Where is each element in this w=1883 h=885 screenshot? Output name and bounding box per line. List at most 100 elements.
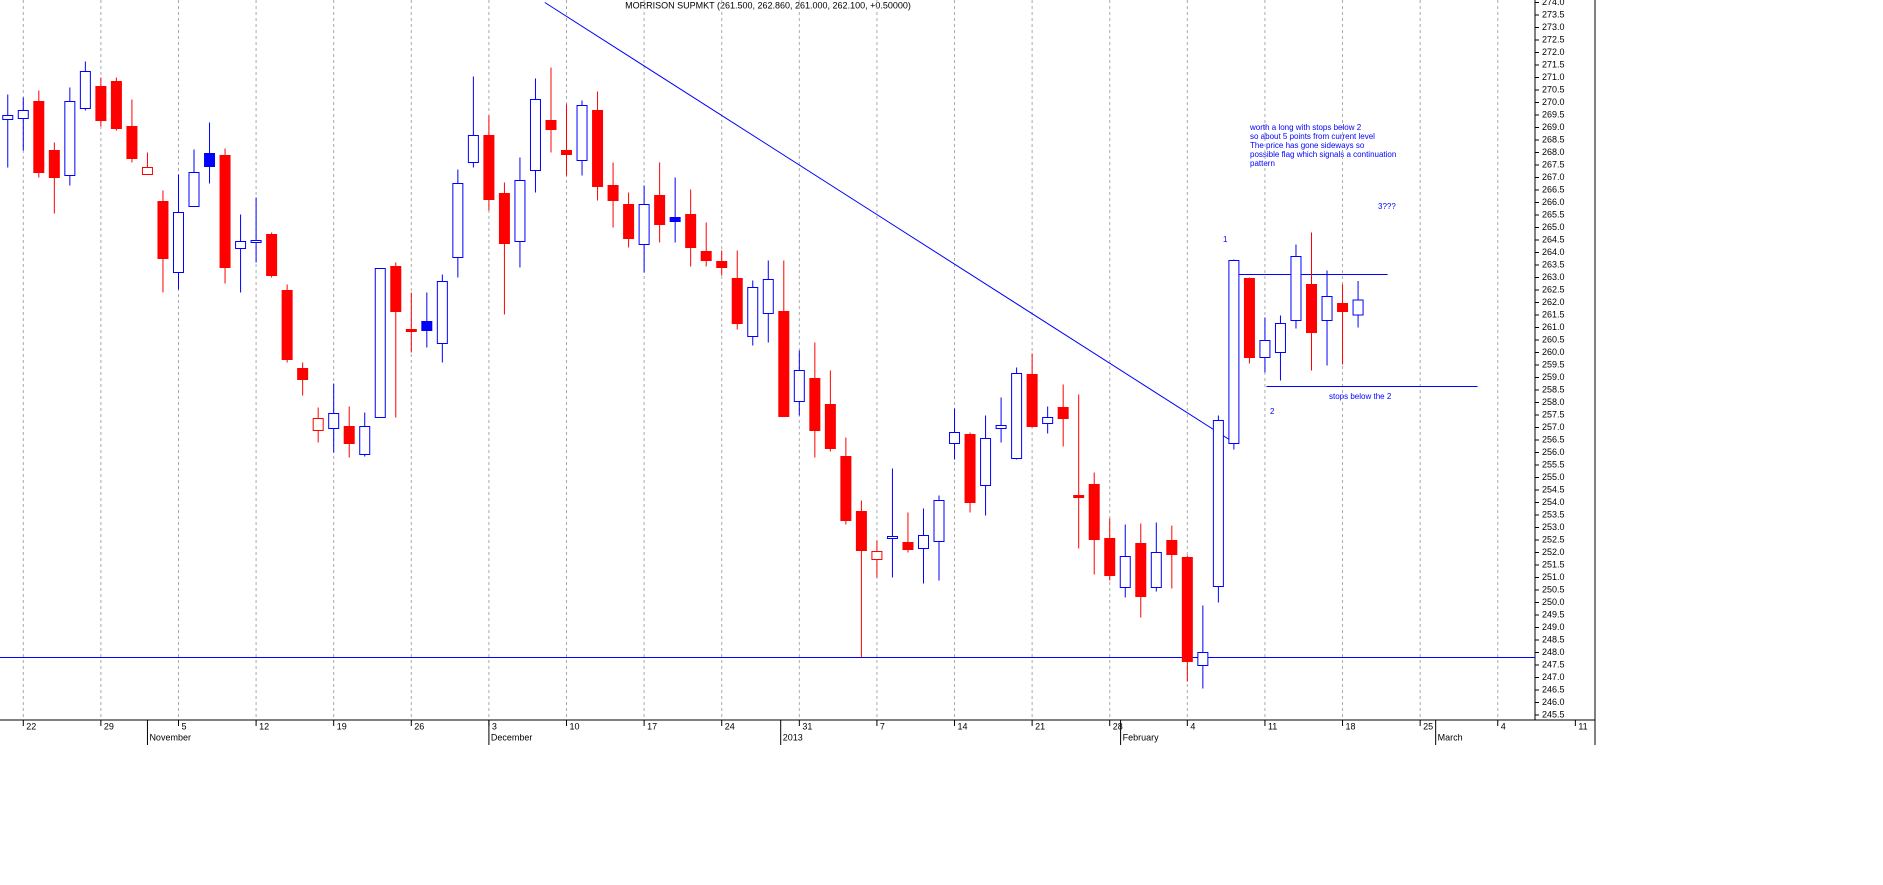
y-tick-label: 255.0	[1542, 472, 1565, 482]
candle-body	[917, 535, 929, 549]
candle-body	[1119, 556, 1131, 588]
x-tick-label: 4	[1501, 721, 1506, 731]
y-tick-label: 259.0	[1542, 372, 1565, 382]
candle-body	[1259, 340, 1271, 358]
x-tick-label: 4	[1190, 721, 1195, 731]
candle-body	[1290, 256, 1302, 321]
candle-body	[64, 101, 76, 176]
x-tick-label: 7	[880, 721, 885, 731]
candle-body	[964, 434, 976, 503]
y-tick-label: 266.0	[1542, 197, 1565, 207]
candle-body	[809, 378, 821, 431]
y-tick-label: 249.0	[1542, 622, 1565, 632]
candle-body	[421, 321, 433, 331]
candle-body	[654, 195, 666, 225]
x-tick-label: 3	[492, 721, 497, 731]
candle-body	[312, 418, 324, 431]
y-tick-label: 251.5	[1542, 559, 1565, 569]
x-tick-label: 25	[1423, 721, 1433, 731]
candle-body	[1352, 299, 1364, 316]
y-tick-label: 263.0	[1542, 272, 1565, 282]
candle-body	[545, 120, 557, 130]
y-tick-label: 265.5	[1542, 209, 1565, 219]
candle-body	[79, 71, 91, 109]
x-tick-label: 26	[414, 721, 424, 731]
x-tick-label: 5	[181, 721, 186, 731]
note-line: possible flag which signals a continuati…	[1250, 150, 1396, 159]
candle-body	[1228, 260, 1240, 444]
y-tick-label: 273.5	[1542, 9, 1565, 19]
y-tick-label: 248.0	[1542, 647, 1565, 657]
candle-body	[824, 404, 836, 449]
candle-body	[374, 268, 386, 418]
x-tick-label: 14	[958, 721, 968, 731]
y-tick-label: 268.0	[1542, 147, 1565, 157]
y-tick-label: 247.5	[1542, 659, 1565, 669]
y-tick-label: 256.0	[1542, 447, 1565, 457]
y-tick-label: 269.5	[1542, 109, 1565, 119]
candle-body	[902, 542, 914, 550]
candle-body	[685, 214, 697, 248]
y-tick-label: 268.5	[1542, 134, 1565, 144]
candle-body	[498, 193, 510, 244]
annotation: 1	[1223, 235, 1228, 244]
candle-body	[669, 217, 681, 222]
y-tick-label: 264.5	[1542, 234, 1565, 244]
candle-body	[343, 426, 355, 444]
x-tick-label: 18	[1346, 721, 1356, 731]
y-tick-label: 258.0	[1542, 397, 1565, 407]
candle-body	[716, 261, 728, 268]
y-tick-label: 258.5	[1542, 384, 1565, 394]
x-tick-label: 24	[725, 721, 735, 731]
month-label: November	[149, 732, 191, 742]
candle-body	[1135, 543, 1147, 597]
candle-body	[1042, 417, 1054, 424]
y-tick-label: 272.5	[1542, 34, 1565, 44]
candle-body	[1181, 557, 1193, 662]
candle-body	[141, 167, 153, 175]
candle-body	[576, 105, 588, 161]
y-tick-label: 267.0	[1542, 172, 1565, 182]
y-tick-label: 261.0	[1542, 322, 1565, 332]
drawn-line	[544, 2, 1236, 444]
y-tick-label: 256.5	[1542, 434, 1565, 444]
y-tick-label: 263.5	[1542, 259, 1565, 269]
y-tick-label: 265.0	[1542, 222, 1565, 232]
y-tick-label: 260.5	[1542, 334, 1565, 344]
candle-body	[995, 425, 1007, 429]
candle-body	[1306, 284, 1318, 333]
x-tick-label: 29	[104, 721, 114, 731]
candle-body	[172, 212, 184, 273]
x-tick-label: 17	[647, 721, 657, 731]
candle-body	[949, 432, 961, 444]
y-tick-label: 248.5	[1542, 634, 1565, 644]
y-tick-label: 264.0	[1542, 247, 1565, 257]
month-label: February	[1123, 732, 1160, 742]
y-tick-label: 251.0	[1542, 572, 1565, 582]
candle-body	[1057, 407, 1069, 419]
candle-body	[1104, 538, 1116, 576]
candle-body	[48, 150, 60, 178]
y-tick-label: 252.0	[1542, 547, 1565, 557]
candle-body	[188, 172, 200, 207]
y-tick-label: 262.0	[1542, 297, 1565, 307]
candle-body	[1212, 420, 1224, 587]
candle-body	[328, 413, 340, 429]
chart-title: MORRISON SUPMKT (261.500, 262.860, 261.0…	[625, 0, 911, 10]
y-tick-label: 253.5	[1542, 509, 1565, 519]
candle-body	[840, 456, 852, 521]
annotation: 2	[1270, 407, 1275, 416]
candle-body	[747, 287, 759, 337]
candle-body	[762, 279, 774, 314]
candle-body	[250, 240, 262, 243]
y-tick-label: 270.0	[1542, 97, 1565, 107]
candle-body	[126, 126, 138, 159]
candle-body	[110, 81, 122, 129]
candle-body	[1150, 552, 1162, 588]
x-tick-label: 11	[1578, 721, 1587, 731]
candle-body	[1321, 296, 1333, 321]
candle-body	[483, 135, 495, 200]
candle-body	[390, 266, 402, 312]
